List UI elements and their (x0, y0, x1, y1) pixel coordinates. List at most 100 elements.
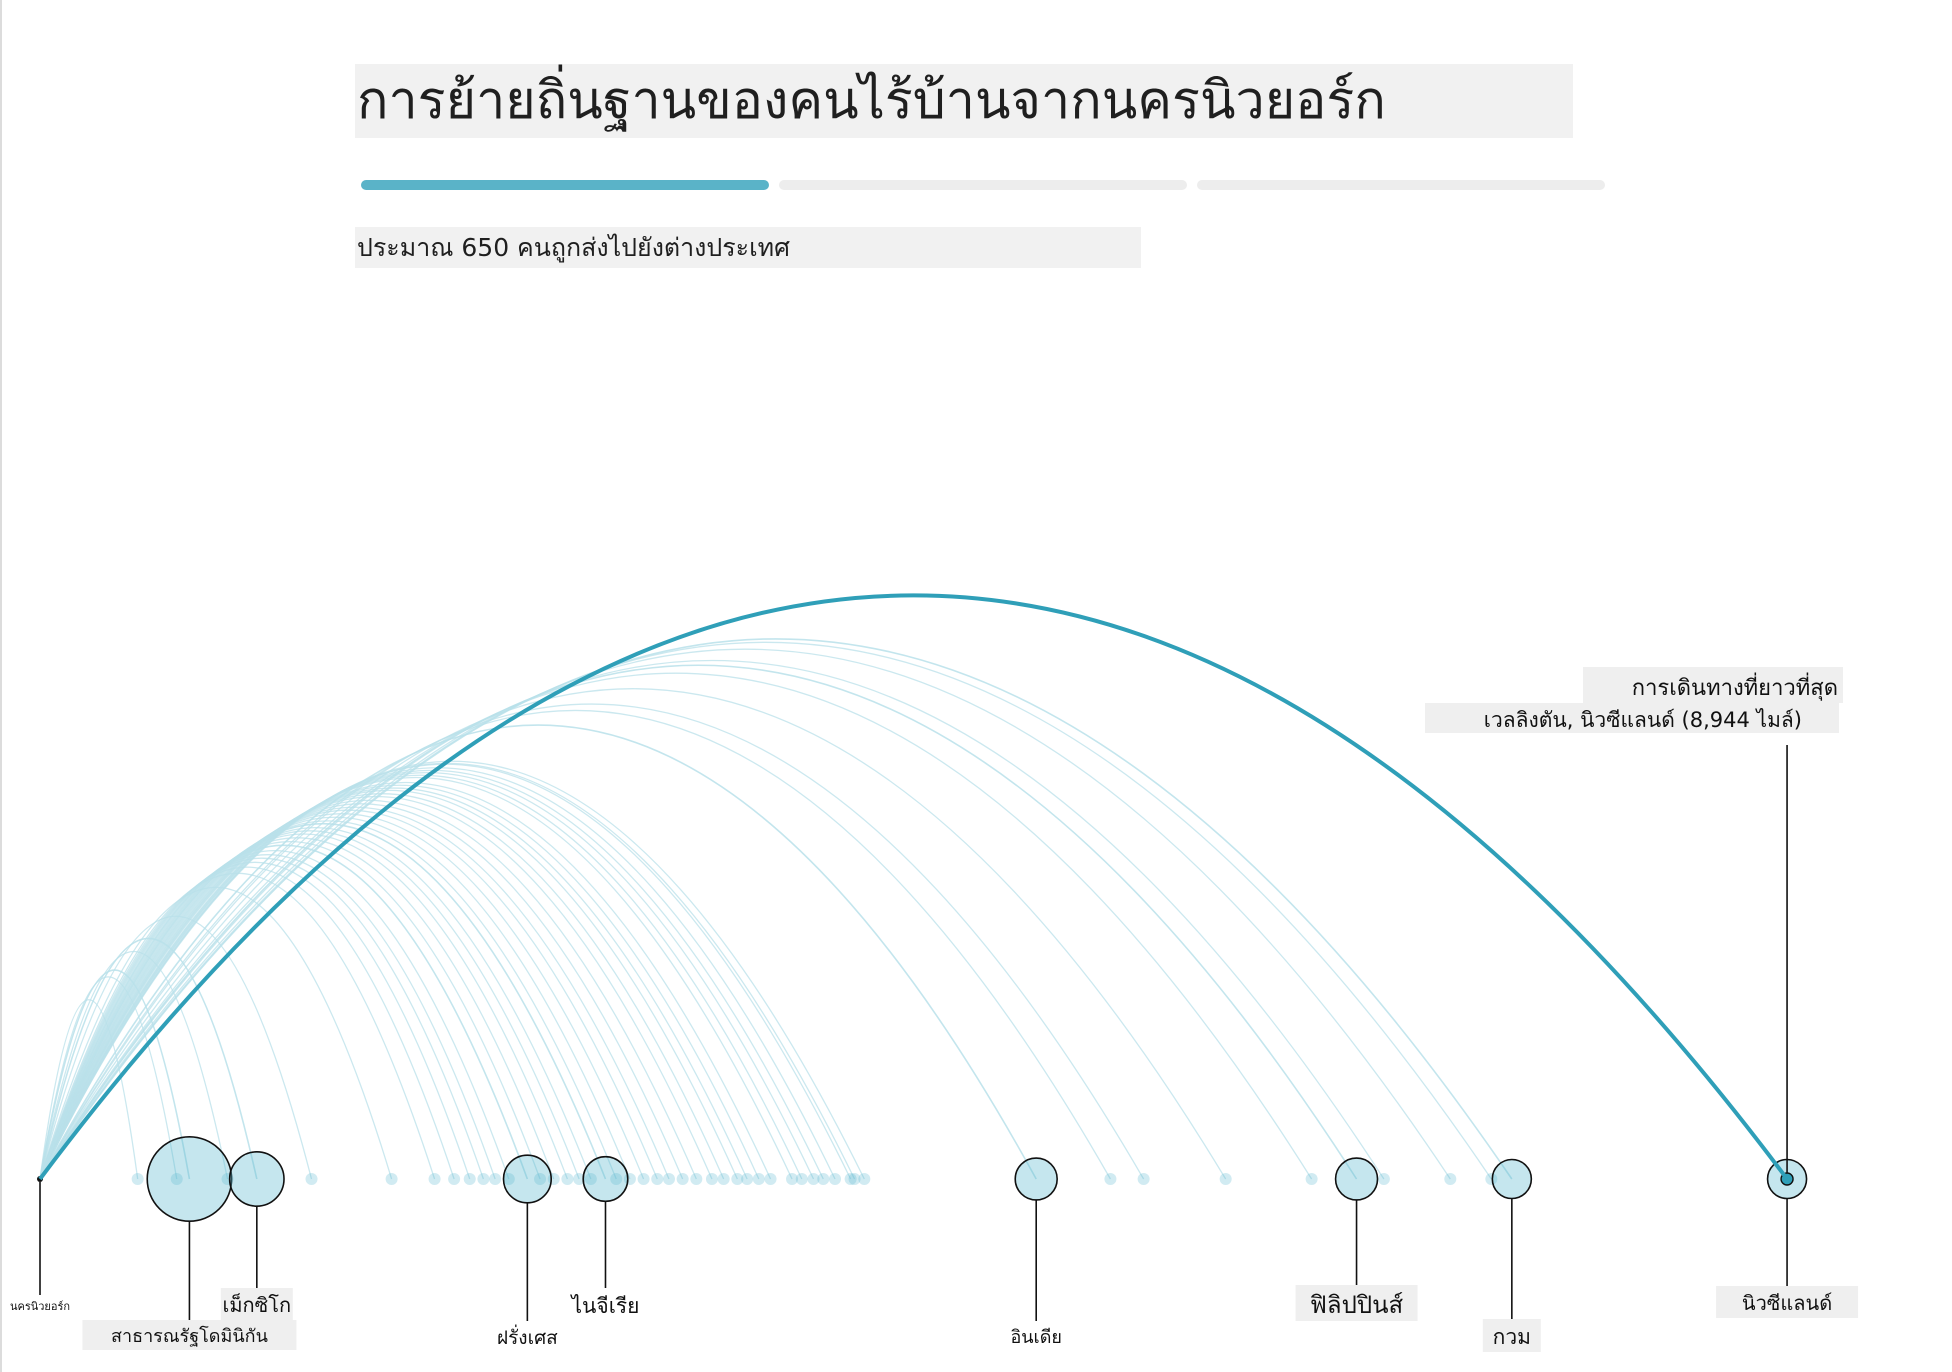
faint-arc (39, 823, 607, 1180)
destination-label: เม็กซิโก (223, 1292, 292, 1317)
destination-label-bg (1482, 1319, 1541, 1352)
destination-bubble-outline[interactable] (582, 1155, 629, 1203)
destination-bubble (741, 1173, 754, 1185)
longest-trip-arc[interactable] (38, 593, 1789, 1181)
annotation-line2-bg (1425, 703, 1839, 733)
destination-bubble (448, 1173, 461, 1185)
destination-bubble (676, 1173, 689, 1185)
destination-bubble (731, 1173, 744, 1185)
destination-bubble (573, 1173, 586, 1185)
destination-bubble (463, 1173, 476, 1185)
destination-bubble (428, 1173, 441, 1185)
faint-arc (39, 710, 1111, 1180)
destination-label-bg (82, 1320, 297, 1350)
destination-bubble (752, 1173, 765, 1185)
page-subtitle: ประมาณ 650 คนถูกส่งไปยังต่างประเทศ (355, 227, 1141, 268)
faint-arc (39, 648, 1451, 1180)
faint-arc (39, 976, 178, 1180)
destination-bubble (1444, 1173, 1457, 1185)
page-edge-divider (0, 0, 2, 1372)
destination-bubble (637, 1173, 650, 1185)
faint-arc (39, 760, 865, 1180)
destination-bubble (1137, 1173, 1150, 1185)
destination-bubble (131, 1173, 144, 1185)
destination-bubble (584, 1173, 597, 1185)
annotation-group: การเดินทางที่ยาวที่สุด เวลลิงตัน, นิวซีแ… (1425, 667, 1843, 733)
faint-arc (39, 664, 1358, 1180)
destination-label-bg (1295, 1285, 1418, 1321)
destination-bubble (477, 1173, 490, 1185)
destination-label-bg (1716, 1286, 1859, 1318)
faint-arc (39, 641, 1492, 1180)
destination-bubble (858, 1173, 871, 1185)
faint-arc (39, 841, 541, 1180)
destination-label-bg (220, 1288, 293, 1320)
faint-arc (39, 659, 1385, 1180)
destination-bubble-labeled (1335, 1158, 1378, 1200)
destination-bubble-labeled (583, 1156, 628, 1202)
destination-bubble (764, 1173, 777, 1185)
faint-arc (39, 937, 258, 1180)
annotation-line1-bg (1583, 667, 1843, 703)
faint-arc (39, 866, 455, 1180)
faint-arc (39, 827, 592, 1180)
destination-bubble (817, 1173, 830, 1185)
faint-arc (39, 688, 1227, 1180)
faint-arc (39, 969, 191, 1180)
destination-label: ฟิลิปปินส์ (1310, 1291, 1404, 1319)
destination-bubble (1104, 1173, 1117, 1185)
faint-arc (39, 854, 496, 1180)
destination-bubble (807, 1173, 820, 1185)
destination-bubble (717, 1173, 730, 1185)
faint-arc (39, 703, 1145, 1180)
destination-label: สาธารณรัฐโดมินิกัน (111, 1325, 268, 1347)
annotation-line1: การเดินทางที่ยาวที่สุด (1632, 672, 1838, 701)
faint-arc (39, 781, 772, 1180)
destination-bubble (690, 1173, 703, 1185)
faint-arc (39, 861, 471, 1180)
destination-bubble-labeled (147, 1136, 232, 1222)
destination-bubble (610, 1173, 623, 1185)
destination-bubble (829, 1173, 842, 1185)
destination-bubble (534, 1173, 547, 1185)
destination-label: นครนิวยอร์ก (10, 1300, 70, 1313)
destination-bubble (170, 1173, 183, 1185)
step-progress-2[interactable] (779, 180, 1187, 190)
destination-bubble (305, 1173, 318, 1185)
faint-arc (39, 724, 1037, 1180)
faint-arc (39, 857, 485, 1180)
destination-bubble (848, 1173, 861, 1185)
destination-bubble-labeled (1492, 1159, 1532, 1199)
destination-bubble (651, 1173, 664, 1185)
faint-arc (39, 803, 684, 1180)
destination-bubble (489, 1173, 502, 1185)
destination-label: ฝรั่งเศส (497, 1324, 558, 1349)
faint-arc (39, 638, 1513, 1180)
destination-bubble (662, 1173, 675, 1185)
step-progress-1[interactable] (361, 180, 769, 190)
destination-bubble (502, 1173, 515, 1185)
faint-arc (39, 999, 139, 1180)
faint-arc (39, 672, 1313, 1180)
faint-arc (39, 850, 510, 1180)
destination-bubble (786, 1173, 799, 1185)
destination-bubble (1377, 1173, 1390, 1185)
destination-bubble (1305, 1173, 1318, 1185)
destination-bubble-labeled (229, 1151, 285, 1207)
destination-bubble (385, 1173, 398, 1185)
step-progress-3[interactable] (1197, 180, 1605, 190)
destination-bubble (844, 1173, 857, 1185)
faint-arc (39, 830, 580, 1180)
faint-arc (39, 767, 836, 1180)
destination-bubble (1485, 1173, 1498, 1185)
destination-bubble (795, 1173, 808, 1185)
destination-bubble-labeled (1015, 1158, 1058, 1200)
destination-bubble-labeled (503, 1155, 552, 1203)
destination-label: อินเดีย (1010, 1327, 1062, 1348)
leaders-group (39, 745, 1788, 1321)
highlight-arc-group (38, 593, 1789, 1181)
destination-bubble (561, 1173, 574, 1185)
destination-bubble (1219, 1173, 1232, 1185)
